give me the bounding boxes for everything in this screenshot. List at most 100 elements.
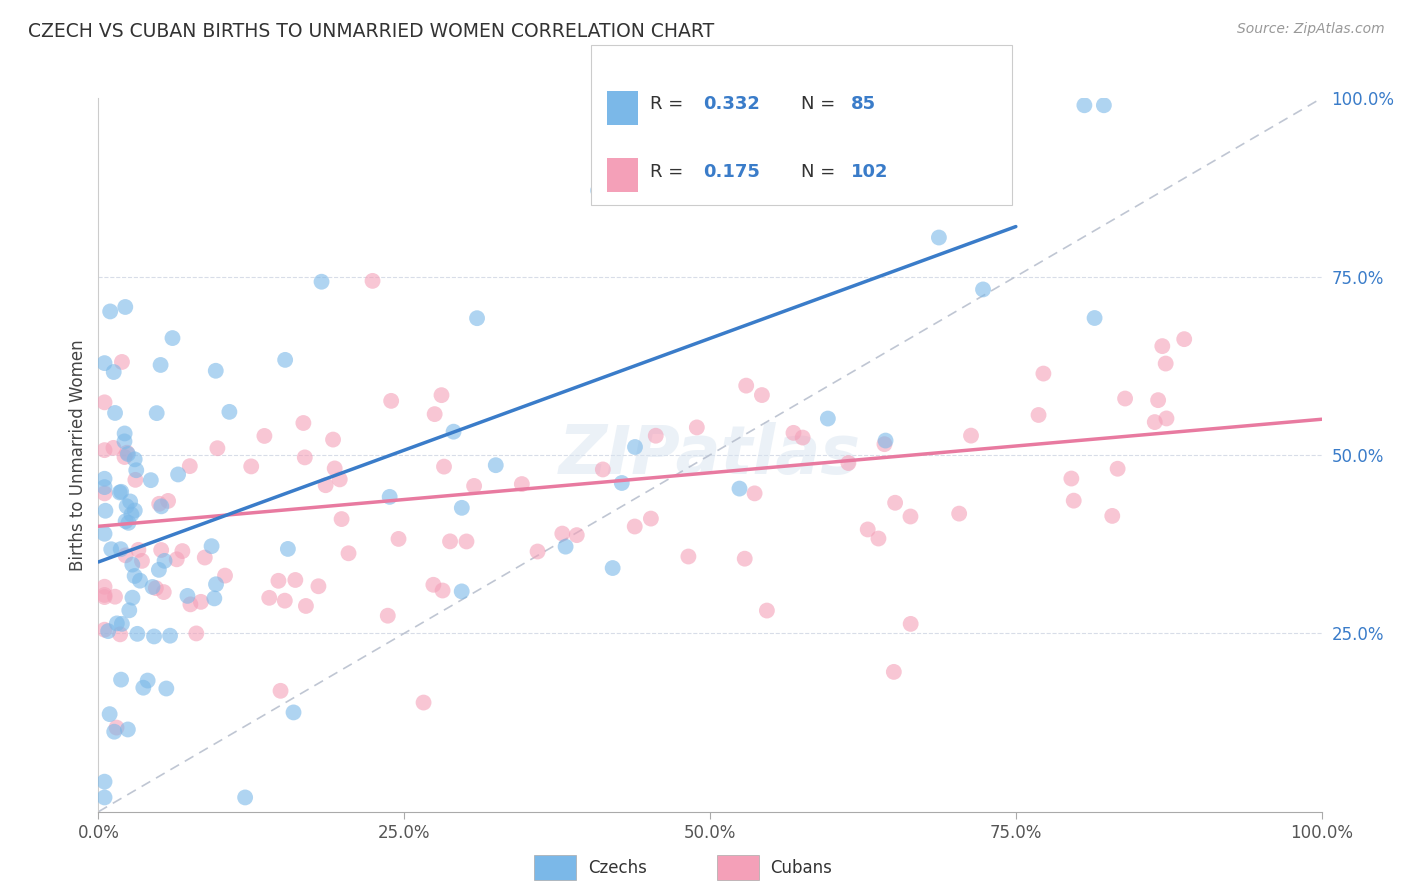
Point (120, 508, 142, 522)
Point (166, 552, 188, 566)
Point (190, 595, 212, 609)
Point (97, 624, 120, 639)
Point (450, 584, 472, 599)
Point (1147, 393, 1170, 408)
Point (124, 473, 146, 487)
Point (100, 542, 122, 557)
Point (387, 532, 409, 546)
Point (103, 724, 125, 739)
Point (1092, 98, 1115, 112)
Point (551, 526, 574, 541)
Point (979, 98, 1001, 112)
Point (124, 569, 146, 583)
Point (610, 475, 633, 490)
Point (118, 603, 141, 617)
Point (294, 450, 316, 465)
Point (114, 300, 136, 314)
Point (602, 561, 624, 575)
Point (167, 467, 190, 482)
Text: Source: ZipAtlas.com: Source: ZipAtlas.com (1237, 22, 1385, 37)
Point (443, 425, 465, 439)
Point (93, 472, 115, 486)
Point (121, 591, 143, 605)
Point (274, 352, 297, 367)
Point (186, 626, 208, 640)
Point (948, 507, 970, 521)
Point (214, 568, 236, 582)
Point (93, 356, 115, 370)
Point (274, 593, 297, 607)
Point (868, 532, 890, 546)
Point (200, 539, 222, 553)
Point (322, 433, 344, 447)
Point (110, 484, 132, 499)
Point (111, 616, 134, 631)
Point (114, 514, 136, 528)
Point (377, 608, 399, 623)
Text: R =: R = (650, 163, 689, 181)
Point (439, 534, 461, 549)
Point (423, 407, 446, 421)
Point (194, 550, 217, 565)
Point (972, 282, 994, 296)
Point (678, 549, 700, 564)
Point (117, 723, 139, 737)
Point (412, 696, 434, 710)
Point (817, 411, 839, 425)
Point (640, 511, 662, 525)
Point (139, 473, 162, 487)
Point (153, 554, 176, 568)
Point (120, 494, 142, 508)
Point (311, 275, 333, 289)
Point (105, 616, 128, 631)
Point (856, 523, 879, 537)
Point (150, 500, 173, 514)
Point (734, 551, 756, 566)
Point (179, 459, 201, 474)
Text: Cubans: Cubans (770, 859, 832, 877)
Point (152, 585, 174, 599)
Point (127, 542, 149, 557)
Point (176, 589, 198, 603)
Point (145, 406, 167, 420)
Point (121, 558, 143, 572)
Point (277, 541, 299, 556)
Point (295, 599, 318, 613)
Point (837, 456, 859, 470)
Point (755, 603, 778, 617)
Point (1152, 339, 1174, 353)
Point (115, 500, 138, 514)
Point (1084, 311, 1107, 326)
Point (378, 490, 401, 504)
Point (586, 184, 609, 198)
Point (103, 365, 125, 379)
Point (422, 578, 444, 592)
Point (98, 707, 121, 722)
Point (337, 546, 360, 560)
Point (270, 683, 292, 698)
Text: Czechs: Czechs (588, 859, 647, 877)
Point (1063, 493, 1085, 508)
Point (1173, 332, 1195, 346)
Point (93, 790, 115, 805)
Point (93, 486, 115, 500)
Point (1060, 471, 1083, 485)
Point (240, 459, 263, 474)
Point (623, 519, 645, 533)
Point (110, 673, 132, 687)
Point (450, 500, 472, 515)
Text: 0.175: 0.175 (703, 163, 759, 181)
Point (1073, 98, 1095, 112)
Point (751, 388, 773, 402)
Y-axis label: Births to Unmarried Women: Births to Unmarried Women (69, 339, 87, 571)
Text: R =: R = (650, 95, 689, 113)
Point (157, 494, 180, 508)
Point (93, 623, 115, 637)
Point (207, 441, 229, 455)
Point (148, 497, 170, 511)
Point (117, 447, 139, 461)
Point (361, 274, 384, 288)
Point (233, 790, 256, 805)
Point (141, 580, 163, 594)
Point (485, 458, 508, 473)
